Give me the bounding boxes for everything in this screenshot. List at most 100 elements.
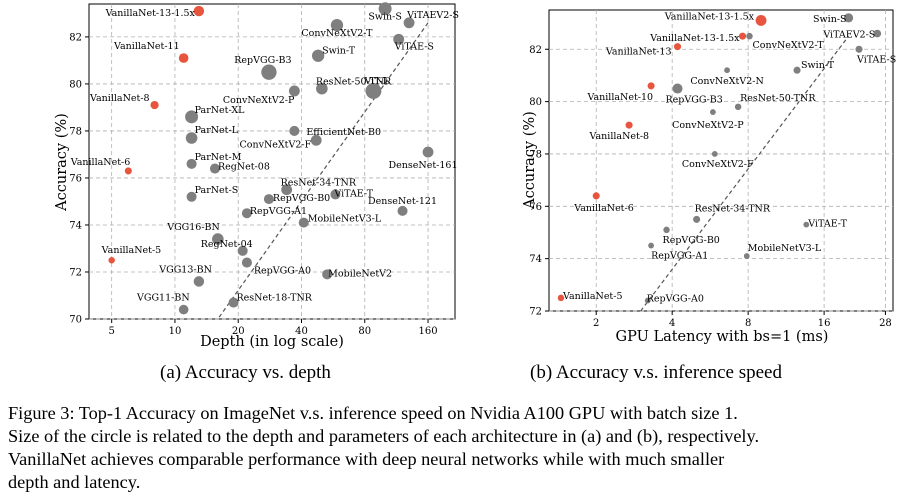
data-point-densenet-161 bbox=[422, 146, 434, 158]
y-tick-label: 78 bbox=[529, 149, 542, 160]
data-label: Swin-T bbox=[322, 46, 356, 57]
data-label: EfficientNet-B0 bbox=[306, 127, 381, 138]
data-point-vanillanet-8 bbox=[150, 100, 159, 110]
data-point-vitaev2-s bbox=[403, 17, 415, 29]
data-point-vanillanet-8 bbox=[625, 121, 633, 129]
data-label: RepVGG-A1 bbox=[651, 251, 708, 262]
x-tick-label: 28 bbox=[879, 318, 892, 329]
data-label: ConvNeXtV2-T bbox=[753, 40, 825, 51]
data-point-parnet-l bbox=[185, 132, 198, 144]
chart-a-plot-area bbox=[88, 3, 456, 320]
y-tick-label: 82 bbox=[529, 45, 542, 56]
data-point-vanillanet-5 bbox=[108, 256, 115, 264]
data-point-vgg16-bn bbox=[212, 233, 224, 245]
data-label: ParNet-S bbox=[195, 185, 239, 196]
data-point-swin-s bbox=[378, 2, 392, 16]
data-point-parnet-xl bbox=[185, 110, 199, 124]
x-tick-label: 5 bbox=[108, 326, 114, 337]
data-label: Swin-T bbox=[801, 60, 835, 71]
data-label: ParNet-M bbox=[195, 152, 242, 163]
data-point-repvgg-b0 bbox=[263, 194, 274, 205]
data-label: VanillaNet-13-1.5x bbox=[664, 11, 755, 22]
data-point-regnet-04 bbox=[237, 245, 248, 256]
data-point-vanillanet-5 bbox=[557, 294, 565, 302]
data-point-vitae-s bbox=[855, 45, 863, 53]
data-point-resnet-34-tnr bbox=[281, 184, 293, 196]
data-label: MobileNetV3-L bbox=[308, 214, 382, 225]
data-point-repvgg-a0 bbox=[241, 257, 252, 268]
data-point-repvgg-b3 bbox=[261, 64, 277, 80]
data-point-mobilenetv3-l bbox=[298, 217, 309, 228]
y-tick-label: 76 bbox=[529, 202, 542, 213]
data-point-mobilenetv2 bbox=[322, 269, 333, 280]
data-label: ConvNeXtV2-T bbox=[301, 28, 373, 39]
data-label: RegNet-08 bbox=[218, 162, 270, 173]
data-point-convnextv2-f bbox=[711, 151, 718, 157]
caption-line: depth and latency. bbox=[8, 472, 141, 492]
data-point-resnet-50-tnr bbox=[734, 103, 742, 111]
chart-a-points: VanillaNet-13-1.5x VanillaNet-11 VanillaNe… bbox=[70, 2, 459, 315]
caption-line: VanillaNet achieves comparable performan… bbox=[8, 449, 725, 469]
y-tick-label: 82 bbox=[69, 32, 82, 43]
data-label: VanillaNet-8 bbox=[589, 131, 650, 142]
data-point-vitaev2-s bbox=[873, 29, 882, 38]
y-tick-label: 70 bbox=[69, 315, 82, 326]
chart-b-xlabel: GPU Latency with bs=1 (ms) bbox=[616, 329, 829, 345]
chart-a-grid bbox=[89, 4, 455, 320]
data-label: RepVGG-A0 bbox=[647, 294, 704, 305]
data-label: ParNet-L bbox=[195, 125, 239, 136]
data-label: ConvNeXtV2-P bbox=[223, 95, 295, 106]
data-label: RepVGG-A1 bbox=[250, 206, 307, 217]
data-point-vanillanet-6 bbox=[124, 167, 132, 175]
data-label: ViTAE-T bbox=[333, 188, 373, 199]
chart-b-trend-line bbox=[640, 35, 850, 312]
data-label: VanillaNet-11 bbox=[113, 41, 180, 52]
y-tick-label: 80 bbox=[69, 79, 82, 90]
data-point-convnextv2-t bbox=[746, 32, 753, 40]
data-point-vgg13-bn bbox=[193, 276, 205, 287]
data-label: ResNet-50-TNR bbox=[316, 77, 392, 88]
chart-a-ylabel: Accuracy (%) bbox=[54, 113, 70, 212]
data-point-convnextv2-p bbox=[288, 85, 300, 97]
x-tick-label: 8 bbox=[745, 318, 751, 329]
chart-a-ticks: 5 10 20 40 80 160 70 72 74 76 78 80 82 bbox=[69, 32, 437, 337]
data-point-convnextv2-n bbox=[724, 67, 730, 74]
data-label: ResNet-34-TNR bbox=[695, 203, 771, 214]
data-point-swin-t bbox=[311, 49, 325, 62]
data-label: VanillaNet-8 bbox=[89, 93, 150, 104]
data-label: RepVGG-B3 bbox=[666, 95, 723, 106]
data-point-mobilenetv3-l bbox=[743, 253, 750, 259]
data-label: ConvNeXtV2-F bbox=[240, 139, 312, 150]
data-point-efficientnet-b0 bbox=[289, 125, 300, 136]
x-tick-label: 20 bbox=[232, 326, 245, 337]
data-label: ViTAEV2-S bbox=[406, 10, 459, 21]
data-label: ConvNeXtV2-F bbox=[682, 159, 754, 170]
caption-line: Size of the circle is related to the dep… bbox=[8, 426, 760, 446]
data-label: ViTAE-S bbox=[856, 54, 896, 65]
y-tick-label: 74 bbox=[69, 220, 82, 231]
data-label: VanillaNet-5 bbox=[101, 245, 162, 256]
data-label: DenseNet-161 bbox=[389, 160, 458, 171]
data-label: VanillaNet-13-1.5x bbox=[105, 8, 196, 19]
chart-b-plot-area bbox=[548, 9, 894, 312]
data-point-vit-l bbox=[365, 83, 382, 99]
data-point-convnextv2-f bbox=[310, 134, 322, 146]
chart-a-trend-line bbox=[217, 22, 429, 320]
y-tick-label: 76 bbox=[69, 173, 82, 184]
chart-b-points: VanillaNet-13-1.5x VanillaNet-13-1.5x Vani… bbox=[557, 11, 896, 305]
data-point-vanillanet-13-1-5x bbox=[755, 15, 767, 26]
y-tick-label: 72 bbox=[529, 307, 542, 318]
data-point-repvgg-a1 bbox=[648, 242, 654, 249]
x-tick-label: 80 bbox=[358, 326, 371, 337]
data-label: VGG16-BN bbox=[166, 222, 220, 233]
data-point-vanillanet-10 bbox=[647, 82, 655, 90]
data-label: ViTAEV2-S bbox=[822, 30, 875, 41]
data-label: ViTAE-S bbox=[394, 41, 434, 52]
data-point-swin-t bbox=[793, 66, 801, 74]
data-point-vgg11-bn bbox=[178, 304, 189, 315]
data-point-densenet-121 bbox=[397, 205, 408, 216]
data-point-parnet-m bbox=[186, 158, 197, 169]
y-tick-label: 78 bbox=[69, 126, 82, 137]
data-label: RepVGG-A0 bbox=[254, 266, 311, 277]
